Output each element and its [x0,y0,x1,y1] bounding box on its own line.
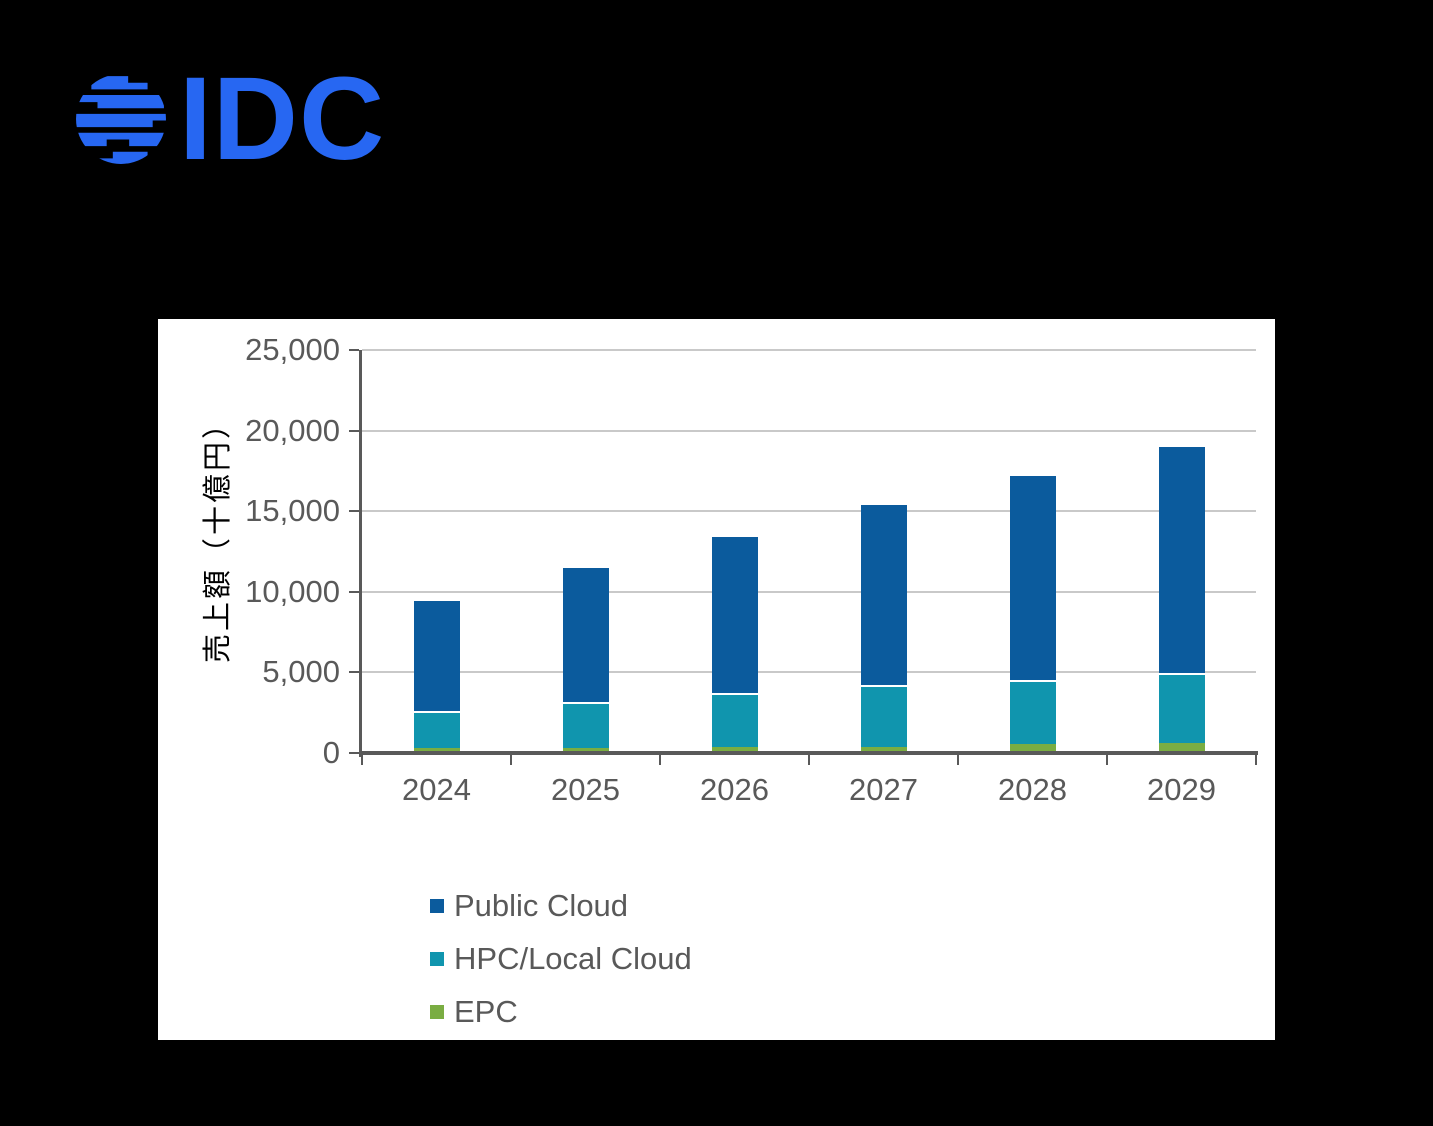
bar-segment-public-cloud-2028 [1009,474,1056,681]
bar-segment-public-cloud-2024 [413,599,460,712]
x-tick-0 [361,754,363,765]
y-tick-0 [349,752,359,754]
bar-segment-epc-2024 [413,748,460,753]
bar-segment-hpc-local-cloud-2024 [413,711,460,749]
idc-logo-text: IDC [179,53,386,185]
idc-globe-icon [76,76,166,164]
plot-area: 0 5,000 10,000 15,000 20,000 25,000 2024 2025 20… [245,334,1258,806]
x-category-label-2025: 2025 [551,772,620,807]
y-gridline-15-000 [362,510,1256,513]
bar-segment-epc-2029 [1158,743,1205,753]
legend-item-public-cloud: Public Cloud [430,888,692,924]
x-axis-line [359,751,1258,755]
legend: Public Cloud HPC/Local Cloud EPC [430,888,692,1047]
bar-segment-public-cloud-2027 [860,503,907,686]
legend-label-hpc-local-cloud: HPC/Local Cloud [454,941,692,976]
x-category-label-2028: 2028 [998,772,1067,807]
y-gridline-25-000 [362,349,1256,351]
y-tick-label-15-000: 15,000 [245,493,340,529]
x-tick-3 [808,754,810,765]
bar-segment-hpc-local-cloud-2026 [711,693,758,748]
y-tick-label-0: 0 [322,735,340,770]
legend-marker-public-cloud-icon [430,899,444,913]
y-tick-label-25-000: 25,000 [245,332,340,367]
y-tick-20-000 [349,429,359,432]
x-tick-1 [510,754,512,765]
bar-segment-epc-2027 [860,746,907,753]
bar-segment-public-cloud-2026 [711,535,758,694]
legend-item-epc: EPC [430,994,692,1030]
x-tick-4 [957,754,959,765]
legend-marker-hpc-local-cloud-icon [430,952,444,966]
bar-segment-epc-2026 [711,747,758,753]
legend-item-hpc-local-cloud: HPC/Local Cloud [430,941,692,977]
y-gridline-5-000 [362,671,1256,674]
bar-segment-hpc-local-cloud-2029 [1158,673,1205,744]
y-axis-line [359,350,362,757]
y-tick-25-000 [349,349,359,351]
x-category-label-2026: 2026 [700,772,769,807]
x-tick-2 [659,754,661,765]
y-tick-label-10-000: 10,000 [245,573,340,609]
bar-segment-hpc-local-cloud-2028 [1009,680,1056,745]
legend-label-public-cloud: Public Cloud [454,888,629,923]
bar-segment-epc-2025 [562,748,609,753]
y-tick-label-20-000: 20,000 [245,412,340,448]
y-tick-10-000 [349,590,359,593]
x-category-label-2027: 2027 [849,772,918,807]
y-tick-15-000 [349,510,359,513]
bar-segment-epc-2028 [1009,744,1056,753]
bar-segment-public-cloud-2025 [562,566,609,703]
legend-marker-epc-icon [430,1005,444,1019]
bar-segment-hpc-local-cloud-2027 [860,685,907,747]
x-category-label-2024: 2024 [402,772,471,807]
y-gridline-20-000 [362,429,1256,432]
x-category-label-2029: 2029 [1147,772,1216,807]
bar-segment-hpc-local-cloud-2025 [562,702,609,748]
x-tick-5 [1106,754,1108,765]
y-tick-5-000 [349,671,359,674]
idc-logo: IDC [75,60,385,178]
y-gridline-10-000 [362,590,1256,593]
bar-segment-public-cloud-2029 [1158,445,1205,674]
chart-panel: 売上額（十億円） 0 5,000 10,000 15,000 20,000 25,000 2… [158,319,1275,1040]
x-tick-6 [1255,754,1257,765]
legend-label-epc: EPC [454,994,518,1029]
y-tick-label-5-000: 5,000 [262,654,340,690]
